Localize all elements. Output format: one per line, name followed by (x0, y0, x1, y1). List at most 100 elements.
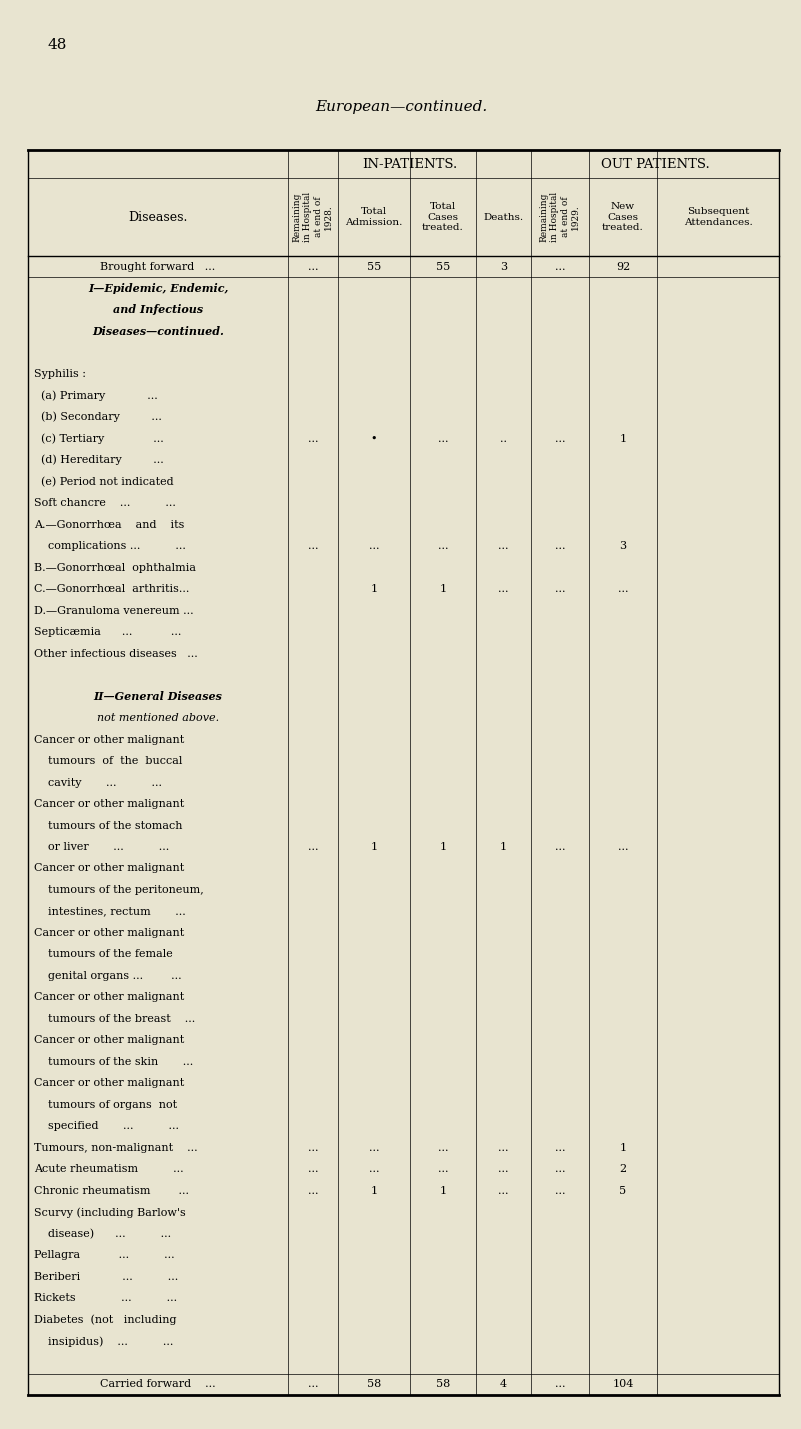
Text: 1: 1 (440, 1186, 447, 1196)
Text: Remaining
in Hospital
at end of
1928.: Remaining in Hospital at end of 1928. (293, 191, 333, 242)
Text: ...: ... (308, 1379, 318, 1389)
Text: ...: ... (618, 584, 628, 594)
Text: 55: 55 (436, 262, 450, 272)
Text: (a) Primary            ...: (a) Primary ... (34, 390, 158, 402)
Text: Diabetes  (not   including: Diabetes (not including (34, 1315, 176, 1325)
Text: D.—Granuloma venereum ...: D.—Granuloma venereum ... (34, 606, 194, 616)
Text: ...: ... (618, 842, 628, 852)
Text: •: • (371, 433, 377, 443)
Text: ...: ... (555, 584, 566, 594)
Text: 1: 1 (619, 1143, 626, 1153)
Text: (c) Tertiary              ...: (c) Tertiary ... (34, 433, 163, 444)
Text: Syphilis :: Syphilis : (34, 369, 86, 379)
Text: tumours of the stomach: tumours of the stomach (34, 820, 183, 830)
Text: 92: 92 (616, 262, 630, 272)
Text: 1: 1 (619, 433, 626, 443)
Text: C.—Gonorrhœal  arthritis...: C.—Gonorrhœal arthritis... (34, 584, 189, 594)
Text: genital organs ...        ...: genital organs ... ... (34, 970, 182, 980)
Text: ...: ... (308, 1143, 318, 1153)
Text: tumours of organs  not: tumours of organs not (34, 1100, 177, 1110)
Text: II—General Diseases: II—General Diseases (94, 692, 223, 702)
Text: European—continued.: European—continued. (315, 100, 487, 114)
Text: Brought forward   ...: Brought forward ... (100, 262, 215, 272)
Text: Soft chancre    ...          ...: Soft chancre ... ... (34, 499, 176, 509)
Text: tumours of the skin       ...: tumours of the skin ... (34, 1057, 193, 1067)
Text: 55: 55 (367, 262, 381, 272)
Text: 1: 1 (370, 1186, 377, 1196)
Text: Cancer or other malignant: Cancer or other malignant (34, 735, 184, 745)
Text: Scurvy (including Barlow's: Scurvy (including Barlow's (34, 1208, 186, 1218)
Text: ...: ... (555, 1165, 566, 1175)
Text: I—Epidemic, Endemic,: I—Epidemic, Endemic, (88, 283, 228, 294)
Text: (e) Period not indicated: (e) Period not indicated (34, 476, 174, 487)
Text: Tumours, non-malignant    ...: Tumours, non-malignant ... (34, 1143, 198, 1153)
Text: Cancer or other malignant: Cancer or other malignant (34, 1036, 184, 1046)
Text: Diseases—continued.: Diseases—continued. (92, 326, 224, 337)
Text: ...: ... (555, 842, 566, 852)
Text: disease)      ...          ...: disease) ... ... (34, 1229, 171, 1239)
Text: B.—Gonorrhœal  ophthalmia: B.—Gonorrhœal ophthalmia (34, 563, 196, 573)
Text: intestines, rectum       ...: intestines, rectum ... (34, 906, 186, 916)
Text: ..: .. (500, 433, 507, 443)
Text: tumours  of  the  buccal: tumours of the buccal (34, 756, 183, 766)
Text: cavity       ...          ...: cavity ... ... (34, 777, 162, 787)
Text: Cancer or other malignant: Cancer or other malignant (34, 992, 184, 1002)
Text: ...: ... (368, 542, 379, 552)
Text: 4: 4 (500, 1379, 507, 1389)
Text: 48: 48 (48, 39, 67, 51)
Text: Cancer or other malignant: Cancer or other malignant (34, 863, 184, 873)
Text: Septicæmia      ...           ...: Septicæmia ... ... (34, 627, 181, 637)
Text: ...: ... (438, 1165, 449, 1175)
Text: 1: 1 (440, 842, 447, 852)
Text: ...: ... (368, 1165, 379, 1175)
Text: ...: ... (438, 433, 449, 443)
Text: 1: 1 (370, 842, 377, 852)
Text: ...: ... (308, 1186, 318, 1196)
Text: Pellagra           ...          ...: Pellagra ... ... (34, 1250, 175, 1260)
Text: tumours of the peritoneum,: tumours of the peritoneum, (34, 885, 203, 895)
Text: ...: ... (498, 1143, 509, 1153)
Text: ...: ... (555, 542, 566, 552)
Text: ...: ... (555, 1143, 566, 1153)
Text: ...: ... (555, 262, 566, 272)
Text: 1: 1 (440, 584, 447, 594)
Text: ...: ... (438, 1143, 449, 1153)
Text: Deaths.: Deaths. (484, 213, 524, 221)
Text: 58: 58 (436, 1379, 450, 1389)
Text: Diseases.: Diseases. (128, 210, 187, 223)
Text: ...: ... (498, 1165, 509, 1175)
Text: 2: 2 (619, 1165, 626, 1175)
Text: 3: 3 (619, 542, 626, 552)
Text: ...: ... (498, 584, 509, 594)
Text: ...: ... (555, 433, 566, 443)
Text: specified       ...          ...: specified ... ... (34, 1122, 179, 1132)
Text: ...: ... (308, 842, 318, 852)
Text: not mentioned above.: not mentioned above. (97, 713, 219, 723)
Text: (b) Secondary         ...: (b) Secondary ... (34, 412, 162, 423)
Text: Cancer or other malignant: Cancer or other malignant (34, 799, 184, 809)
Text: (d) Hereditary         ...: (d) Hereditary ... (34, 454, 163, 466)
Text: Subsequent
Attendances.: Subsequent Attendances. (683, 207, 752, 227)
Text: ...: ... (308, 262, 318, 272)
Text: ...: ... (498, 1186, 509, 1196)
Text: 58: 58 (367, 1379, 381, 1389)
Text: 1: 1 (500, 842, 507, 852)
Text: New
Cases
treated.: New Cases treated. (602, 201, 644, 231)
Text: 104: 104 (612, 1379, 634, 1389)
Text: A.—Gonorrhœa    and    its: A.—Gonorrhœa and its (34, 520, 184, 530)
Text: Acute rheumatism          ...: Acute rheumatism ... (34, 1165, 183, 1175)
Text: IN-PATIENTS.: IN-PATIENTS. (362, 157, 457, 170)
Text: and Infectious: and Infectious (113, 304, 203, 316)
Text: Beriberi            ...          ...: Beriberi ... ... (34, 1272, 179, 1282)
Text: ...: ... (368, 1143, 379, 1153)
Text: Remaining
in Hospital
at end of
1929.: Remaining in Hospital at end of 1929. (540, 191, 580, 242)
Text: or liver       ...          ...: or liver ... ... (34, 842, 169, 852)
Text: Chronic rheumatism        ...: Chronic rheumatism ... (34, 1186, 189, 1196)
Text: ...: ... (308, 1165, 318, 1175)
Text: Other infectious diseases   ...: Other infectious diseases ... (34, 649, 198, 659)
Text: Carried forward    ...: Carried forward ... (100, 1379, 215, 1389)
Text: Cancer or other malignant: Cancer or other malignant (34, 1079, 184, 1089)
Text: ...: ... (438, 542, 449, 552)
Text: 1: 1 (370, 584, 377, 594)
Text: ...: ... (555, 1186, 566, 1196)
